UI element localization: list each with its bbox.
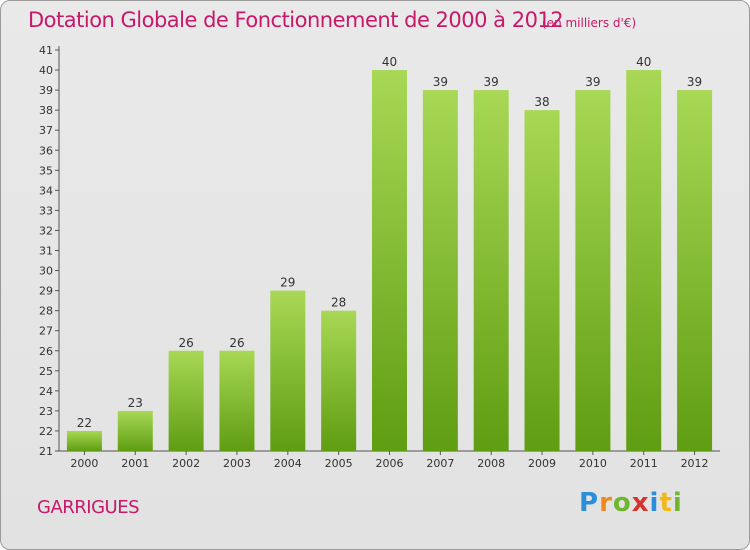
proxiti-logo: Proxiti: [579, 488, 683, 518]
bar-value-label: 39: [687, 75, 702, 89]
y-tick-label: 35: [39, 164, 53, 177]
bar-value-label: 39: [585, 75, 600, 89]
commune-name: GARRIGUES: [37, 497, 140, 518]
y-tick-label: 28: [39, 305, 53, 318]
y-tick-label: 21: [39, 445, 53, 458]
x-tick-label: 2012: [681, 457, 709, 470]
y-tick-label: 26: [39, 345, 53, 358]
y-tick-label: 41: [39, 44, 53, 57]
y-tick-label: 33: [39, 204, 53, 217]
bar: [66, 430, 102, 451]
bar-value-label: 40: [382, 55, 397, 69]
bar-value-label: 26: [178, 336, 193, 350]
bar: [677, 90, 713, 451]
y-tick-label: 39: [39, 84, 53, 97]
x-tick-label: 2009: [528, 457, 556, 470]
y-tick-label: 27: [39, 325, 53, 338]
bar: [575, 90, 611, 451]
y-tick-label: 36: [39, 144, 53, 157]
x-tick-label: 2011: [630, 457, 658, 470]
y-tick-label: 40: [39, 64, 53, 77]
bar-value-label: 39: [433, 75, 448, 89]
x-tick-label: 2002: [172, 457, 200, 470]
y-tick-label: 31: [39, 245, 53, 258]
y-tick-label: 37: [39, 124, 53, 137]
y-tick-label: 32: [39, 224, 53, 237]
bar: [524, 110, 560, 452]
x-tick-label: 2006: [376, 457, 404, 470]
x-tick-label: 2004: [274, 457, 302, 470]
x-tick-label: 2010: [579, 457, 607, 470]
bar-value-label: 38: [534, 95, 549, 109]
x-tick-label: 2008: [477, 457, 505, 470]
y-tick-label: 24: [39, 385, 53, 398]
bar-value-label: 26: [229, 336, 244, 350]
chart-title: Dotation Globale de Fonctionnement de 20…: [28, 8, 564, 32]
y-tick-label: 38: [39, 104, 53, 117]
bar-value-label: 29: [280, 276, 295, 290]
bar: [219, 350, 255, 451]
x-tick-label: 2007: [426, 457, 454, 470]
bar-value-label: 23: [128, 396, 143, 410]
bar-value-label: 39: [484, 75, 499, 89]
chart-bars: [66, 70, 713, 452]
y-tick-label: 23: [39, 405, 53, 418]
y-tick-label: 22: [39, 425, 53, 438]
bar-value-label: 28: [331, 296, 346, 310]
bar: [626, 70, 662, 452]
x-tick-label: 2000: [70, 457, 98, 470]
y-tick-label: 30: [39, 265, 53, 278]
bar-value-label: 22: [77, 416, 92, 430]
x-tick-label: 2003: [223, 457, 251, 470]
x-tick-label: 2001: [121, 457, 149, 470]
bar: [117, 410, 153, 451]
chart-data-labels: 22 23 26 26 29 28 40 39 39 38 39 40 39: [77, 55, 702, 430]
bar-value-label: 40: [636, 55, 651, 69]
bar: [473, 90, 509, 451]
chart-subtitle: (en milliers d'€): [542, 16, 637, 30]
bar: [372, 70, 407, 452]
y-tick-label: 34: [39, 184, 53, 197]
x-tick-label: 2005: [325, 457, 353, 470]
y-tick-label: 25: [39, 365, 53, 378]
bar: [270, 290, 306, 451]
bar: [422, 90, 458, 451]
bar: [321, 310, 357, 451]
bar: [168, 350, 204, 451]
y-tick-label: 29: [39, 285, 53, 298]
chart-axes: 21 22 23 24 25 26 27 28 29 30 31 32 33 34 35 36 37 38 39 40…: [39, 44, 720, 470]
